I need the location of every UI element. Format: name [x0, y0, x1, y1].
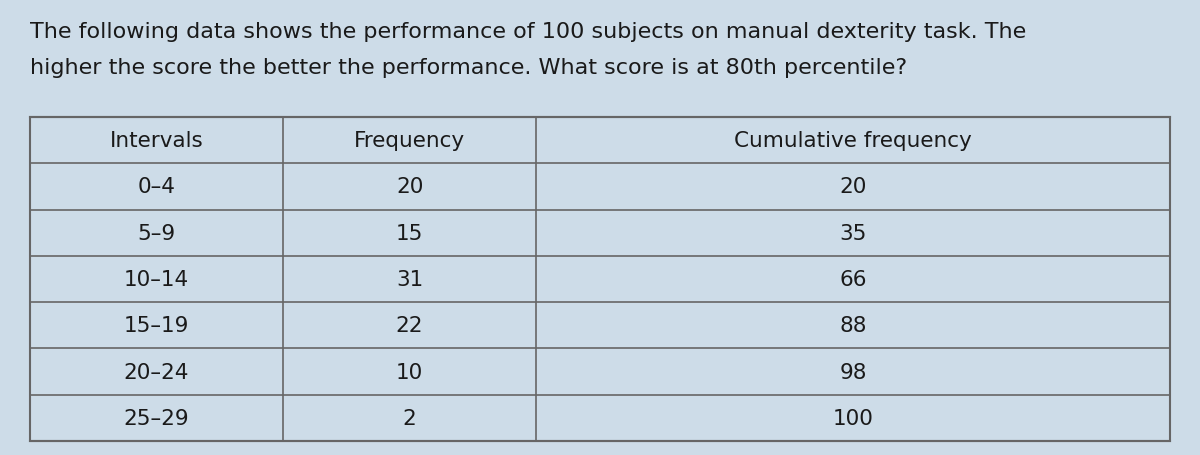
Text: 20–24: 20–24	[124, 362, 190, 382]
Text: Intervals: Intervals	[109, 131, 204, 151]
Text: 20: 20	[839, 177, 866, 197]
Text: 15–19: 15–19	[124, 316, 190, 335]
Text: 100: 100	[833, 408, 874, 428]
Bar	[30, 118, 1170, 441]
Text: 98: 98	[839, 362, 866, 382]
Text: The following data shows the performance of 100 subjects on manual dexterity tas: The following data shows the performance…	[30, 22, 1026, 42]
Text: 10–14: 10–14	[124, 269, 190, 289]
Text: 35: 35	[839, 223, 866, 243]
Text: 15: 15	[396, 223, 424, 243]
Bar	[30, 118, 1170, 441]
Text: higher the score the better the performance. What score is at 80th percentile?: higher the score the better the performa…	[30, 58, 907, 78]
Text: 25–29: 25–29	[124, 408, 190, 428]
Text: 10: 10	[396, 362, 424, 382]
Text: Frequency: Frequency	[354, 131, 466, 151]
Text: 0–4: 0–4	[138, 177, 175, 197]
Text: 20: 20	[396, 177, 424, 197]
Text: 22: 22	[396, 316, 424, 335]
Text: 66: 66	[839, 269, 866, 289]
Text: 31: 31	[396, 269, 424, 289]
Text: Cumulative frequency: Cumulative frequency	[734, 131, 972, 151]
Text: 5–9: 5–9	[138, 223, 175, 243]
Text: 2: 2	[403, 408, 416, 428]
Text: 88: 88	[839, 316, 866, 335]
